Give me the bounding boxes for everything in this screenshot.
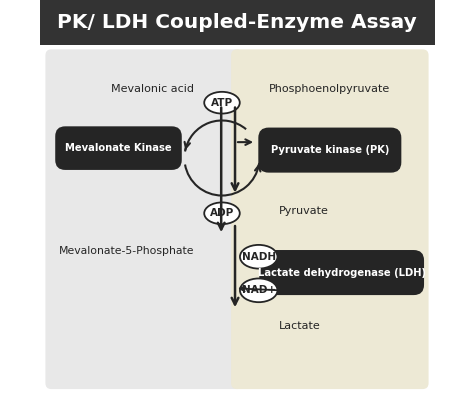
Text: NAD+: NAD+ xyxy=(242,285,276,295)
Text: ATP: ATP xyxy=(211,98,233,108)
Text: Lactate dehydrogenase (LDH): Lactate dehydrogenase (LDH) xyxy=(258,267,426,278)
Text: Mevalonate Kinase: Mevalonate Kinase xyxy=(65,143,172,153)
Ellipse shape xyxy=(240,278,277,302)
Text: Pyruvate: Pyruvate xyxy=(279,206,328,216)
Ellipse shape xyxy=(204,92,240,114)
Ellipse shape xyxy=(204,202,240,224)
Text: NADH: NADH xyxy=(242,252,276,262)
Ellipse shape xyxy=(240,245,277,269)
Text: Lactate: Lactate xyxy=(279,321,320,331)
FancyBboxPatch shape xyxy=(259,250,424,295)
Text: ADP: ADP xyxy=(210,208,234,218)
Text: Mevalonate-5-Phosphate: Mevalonate-5-Phosphate xyxy=(59,246,194,256)
Text: PK/ LDH Coupled-Enzyme Assay: PK/ LDH Coupled-Enzyme Assay xyxy=(57,13,417,32)
Text: Phosphoenolpyruvate: Phosphoenolpyruvate xyxy=(269,84,391,94)
FancyBboxPatch shape xyxy=(258,128,401,173)
FancyBboxPatch shape xyxy=(39,0,435,45)
Text: Pyruvate kinase (PK): Pyruvate kinase (PK) xyxy=(271,145,389,155)
FancyBboxPatch shape xyxy=(46,49,243,389)
Text: Mevalonic acid: Mevalonic acid xyxy=(110,84,193,94)
FancyBboxPatch shape xyxy=(55,126,182,170)
FancyBboxPatch shape xyxy=(231,49,428,389)
